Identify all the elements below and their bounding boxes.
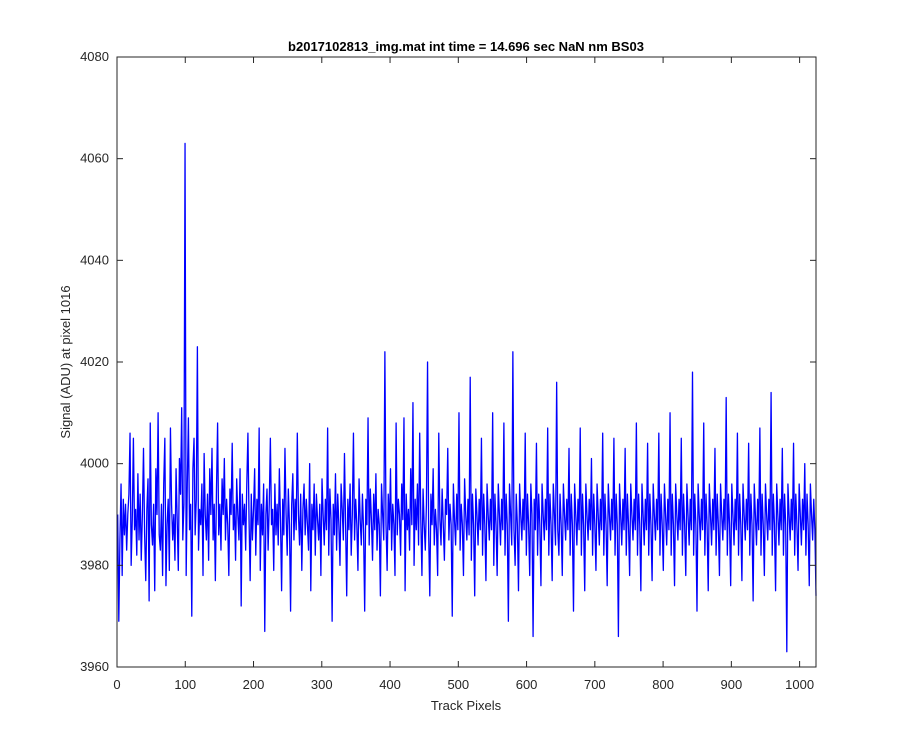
x-tick-label: 700 bbox=[584, 677, 606, 692]
x-tick-label: 0 bbox=[113, 677, 120, 692]
y-tick-label: 3960 bbox=[80, 659, 109, 674]
y-tick-label: 4040 bbox=[80, 252, 109, 267]
plot-area bbox=[117, 57, 816, 667]
signal-series-line bbox=[117, 142, 817, 653]
y-tick-label: 4000 bbox=[80, 456, 109, 471]
x-axis-ticks: 0 100 200 300 400 500 600 700 800 900 1000 bbox=[113, 57, 814, 692]
x-axis-label: Track Pixels bbox=[431, 698, 502, 713]
x-tick-label: 400 bbox=[379, 677, 401, 692]
y-axis-ticks: 3960 3980 4000 4020 4040 4060 4080 bbox=[80, 49, 816, 674]
y-tick-label: 4060 bbox=[80, 151, 109, 166]
y-axis-label: Signal (ADU) at pixel 1016 bbox=[58, 285, 73, 438]
x-tick-label: 300 bbox=[311, 677, 333, 692]
y-tick-label: 4080 bbox=[80, 49, 109, 64]
y-tick-label: 3980 bbox=[80, 557, 109, 572]
data-layer bbox=[117, 142, 817, 653]
x-tick-label: 1000 bbox=[785, 677, 814, 692]
x-tick-label: 800 bbox=[652, 677, 674, 692]
y-tick-label: 4020 bbox=[80, 354, 109, 369]
x-tick-label: 900 bbox=[721, 677, 743, 692]
x-tick-label: 100 bbox=[174, 677, 196, 692]
x-tick-label: 500 bbox=[447, 677, 469, 692]
chart-title: b2017102813_img.mat int time = 14.696 se… bbox=[288, 39, 644, 54]
x-tick-label: 200 bbox=[243, 677, 265, 692]
x-tick-label: 600 bbox=[516, 677, 538, 692]
